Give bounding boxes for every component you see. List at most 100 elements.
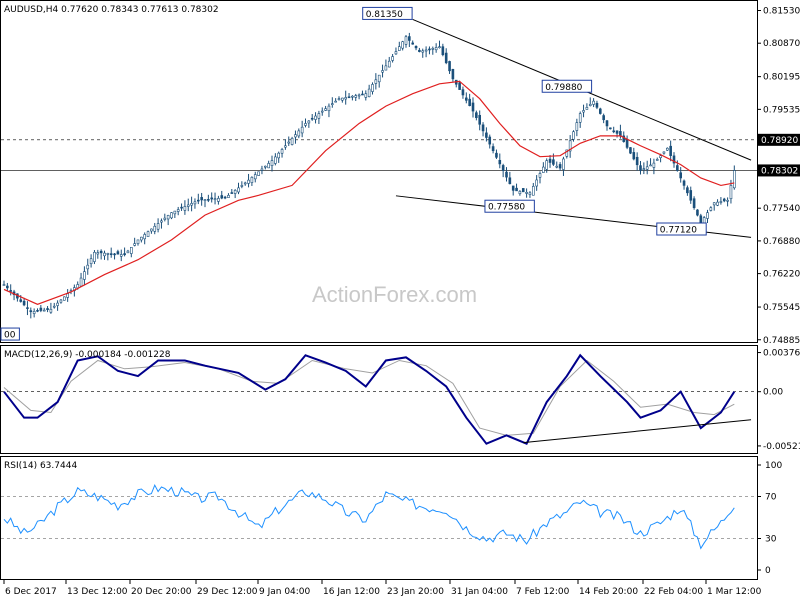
- price-candle-body: [625, 138, 629, 148]
- price-annotation-box: [656, 222, 707, 236]
- price-candle-body: [578, 113, 582, 123]
- price-candle-body: [414, 46, 418, 49]
- x-axis-tick-label: 23 Jan 20:00: [387, 587, 444, 597]
- price-candle-body: [361, 93, 364, 96]
- price-candle-body: [545, 160, 549, 170]
- price-candle-body: [52, 305, 56, 308]
- price-axis-tick-label: 0.76220: [763, 270, 800, 280]
- price-candle-body: [160, 220, 163, 223]
- price-candle-body: [146, 231, 150, 237]
- price-candle-body: [190, 203, 193, 206]
- price-candle-body: [488, 136, 492, 145]
- macd-layer: [1, 353, 757, 445]
- price-candle-body: [676, 165, 679, 171]
- price-candle-body: [223, 196, 227, 199]
- price-candle-body: [505, 171, 508, 178]
- price-candle-body: [39, 307, 43, 311]
- rsi-line: [3, 483, 735, 550]
- price-axis-tick-label: 0.79535: [763, 105, 800, 115]
- price-candle-body: [665, 147, 669, 151]
- macd-axis-tick-label: 0.003762: [763, 349, 800, 359]
- price-axis-tick-label: 0.80870: [763, 39, 800, 49]
- price-candle-body: [397, 46, 401, 51]
- price-candle-body: [639, 165, 642, 171]
- price-candle-body: [357, 94, 361, 97]
- price-candle-body: [511, 185, 515, 191]
- price-candle-body: [428, 48, 431, 51]
- price-candle-body: [230, 192, 234, 194]
- price-axis-tick-label: 0.81530: [763, 6, 800, 16]
- price-candle-body: [200, 197, 203, 201]
- price-candle-body: [592, 100, 595, 105]
- price-annotation-label: 0.77580: [488, 203, 525, 213]
- price-candle-body: [42, 309, 46, 312]
- price-candle-body: [619, 131, 622, 137]
- price-candle-body: [9, 290, 12, 292]
- price-candle-body: [468, 98, 471, 107]
- price-candle-body: [46, 308, 49, 310]
- price-candle-body: [89, 258, 93, 265]
- price-candle-body: [280, 149, 284, 154]
- rsi-axis-tick-label: 0: [765, 566, 771, 576]
- price-title: AUDUSD,H4 0.77620 0.78343 0.77613 0.7830…: [4, 5, 219, 15]
- price-candle-body: [602, 115, 605, 121]
- price-candle-body: [344, 97, 348, 100]
- price-candle-body: [716, 201, 719, 206]
- price-candle-body: [109, 253, 113, 255]
- price-candle-body: [418, 49, 421, 52]
- price-candle-body: [686, 187, 689, 194]
- price-candle-body: [689, 190, 693, 201]
- price-candle-body: [317, 113, 321, 119]
- price-candle-body: [525, 192, 528, 194]
- price-candle-body: [444, 52, 448, 64]
- price-candle-body: [237, 187, 240, 193]
- price-candle-body: [649, 164, 652, 167]
- x-axis-tick-label: 7 Feb 12:00: [516, 587, 570, 597]
- price-candle-body: [93, 251, 96, 262]
- price-candle-body: [692, 198, 696, 209]
- price-candle-body: [327, 105, 331, 112]
- price-candle-body: [377, 74, 381, 83]
- price-candle-body: [562, 158, 565, 170]
- price-candle-body: [662, 151, 666, 154]
- price-candle-body: [451, 68, 455, 80]
- price-candle-body: [180, 206, 183, 209]
- x-axis-tick-label: 31 Jan 04:00: [451, 587, 508, 597]
- price-candle-body: [632, 152, 636, 160]
- price-candle-body: [243, 182, 247, 185]
- price-candle-body: [552, 159, 555, 165]
- price-candle-body: [103, 252, 106, 257]
- price-candle-body: [170, 212, 173, 219]
- rsi-axis-tick-label: 100: [765, 461, 782, 471]
- price-candle-body: [438, 46, 441, 49]
- price-candle-body: [59, 299, 63, 303]
- price-candle-body: [719, 201, 723, 203]
- price-candle-body: [62, 296, 66, 301]
- price-candle-body: [387, 60, 391, 68]
- price-candle-body: [213, 198, 217, 201]
- price-candle-body: [56, 302, 59, 306]
- price-candle-body: [257, 171, 260, 176]
- price-candle-body: [287, 141, 291, 144]
- price-candle-body: [233, 190, 237, 194]
- price-candle-body: [113, 253, 116, 256]
- price-candle-body: [66, 293, 69, 298]
- price-candle-body: [568, 140, 572, 152]
- price-candle-body: [297, 130, 301, 137]
- price-candle-body: [300, 126, 304, 134]
- price-candle-body: [130, 247, 133, 254]
- price-candle-body: [558, 164, 562, 169]
- moving-average-line: [3, 80, 735, 305]
- price-candle-body: [126, 250, 130, 254]
- price-candle-body: [334, 100, 337, 103]
- price-candle-body: [2, 284, 6, 286]
- macd-panel-frame: [0, 345, 758, 454]
- price-candle-body: [531, 186, 535, 196]
- price-candle-body: [434, 47, 438, 51]
- price-candle-body: [679, 172, 683, 179]
- price-candle-body: [408, 36, 411, 41]
- price-candle-body: [304, 123, 307, 126]
- price-candle-body: [411, 42, 415, 45]
- price-candle-body: [207, 199, 210, 201]
- rsi-axis-tick-label: 30: [765, 535, 777, 545]
